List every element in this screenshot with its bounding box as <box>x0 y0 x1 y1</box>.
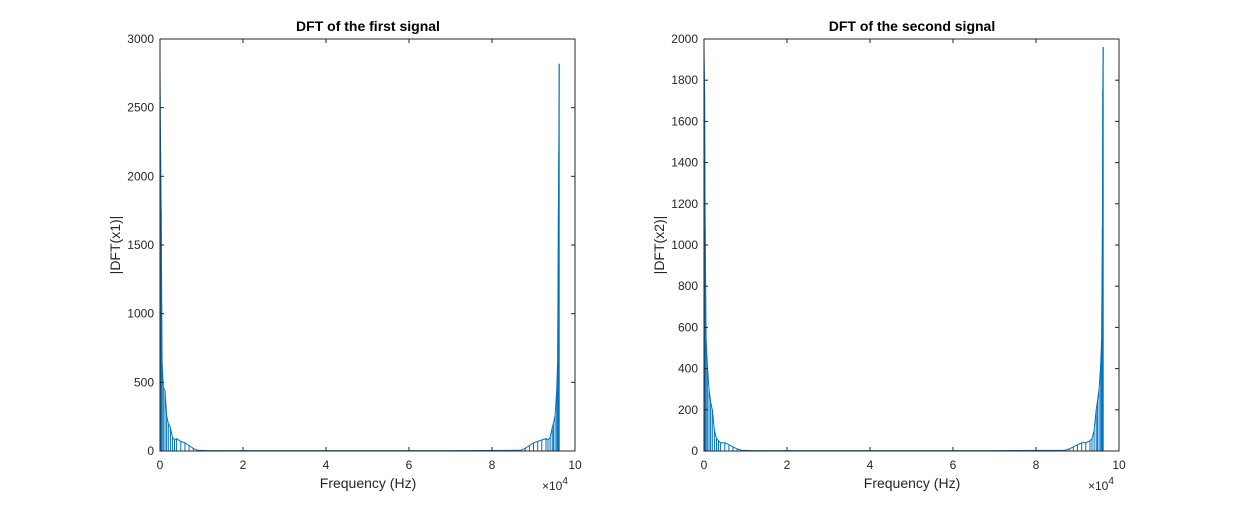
chart-right-y-tick-label: 1400 <box>671 156 698 170</box>
chart-left-y-tick-label: 1500 <box>127 238 154 252</box>
chart-right-y-axis-label: |DFT(x2)| <box>651 216 667 275</box>
chart-right-plot-area <box>704 39 1119 451</box>
chart-left-y-tick-label: 3000 <box>127 32 154 46</box>
chart-left-x-tick-label: 6 <box>406 458 413 472</box>
chart-left-x-exponent: ×104 <box>542 476 568 493</box>
chart-right-x-exponent-power: 4 <box>1108 476 1114 487</box>
chart-right-title: DFT of the second signal <box>829 18 995 34</box>
chart-right-y-tick-label: 1600 <box>671 114 698 128</box>
chart-right-x-tick-label: 10 <box>1112 458 1126 472</box>
chart-left-y-tick-label: 0 <box>147 444 154 458</box>
chart-right-x-exponent-base: ×10 <box>1088 479 1109 493</box>
chart-left-x-tick-label: 4 <box>323 458 330 472</box>
chart-right-x-tick-label: 8 <box>1033 458 1040 472</box>
chart-left-y-tick-label: 500 <box>134 375 154 389</box>
chart-left-x-axis-label: Frequency (Hz) <box>320 475 416 491</box>
chart-right-y-ticks: 0 200 400 600 800 1000 1200 1400 1600 1800 2000 <box>671 32 1119 458</box>
chart-right-y-tick-label: 600 <box>678 320 698 334</box>
chart-right-y-tick-label: 0 <box>691 444 698 458</box>
chart-left-x-tick-label: 2 <box>240 458 247 472</box>
chart-left-title: DFT of the first signal <box>296 18 440 34</box>
chart-left-plot-area <box>160 39 575 451</box>
chart-left-x-exponent-base: ×10 <box>542 479 563 493</box>
chart-right-y-tick-label: 1800 <box>671 73 698 87</box>
chart-left-y-tick-label: 2000 <box>127 169 154 183</box>
chart-right-y-tick-label: 200 <box>678 403 698 417</box>
chart-right-y-tick-label: 800 <box>678 279 698 293</box>
chart-left: DFT of the first signal 0 500 1000 1500 2000… <box>107 18 582 493</box>
chart-right-axes-box <box>703 38 1120 452</box>
chart-left-y-ticks: 0 500 1000 1500 2000 2500 3000 <box>127 32 575 458</box>
chart-left-y-axis-label: |DFT(x1)| <box>107 216 123 275</box>
chart-right-y-tick-label: 2000 <box>671 32 698 46</box>
chart-left-x-tick-label: 0 <box>157 458 164 472</box>
chart-left-x-tick-label: 10 <box>568 458 582 472</box>
chart-right-x-tick-label: 2 <box>784 458 791 472</box>
chart-left-x-exponent-power: 4 <box>562 476 568 487</box>
chart-right-y-tick-label: 400 <box>678 362 698 376</box>
chart-right-y-tick-label: 1200 <box>671 197 698 211</box>
chart-right-x-tick-label: 0 <box>701 458 708 472</box>
chart-right-x-tick-label: 6 <box>950 458 957 472</box>
chart-right-x-ticks: 0 2 4 6 8 10 <box>701 39 1126 472</box>
chart-right-x-tick-label: 4 <box>867 458 874 472</box>
chart-left-x-tick-label: 8 <box>489 458 496 472</box>
chart-right: DFT of the second signal 0 200 400 600 800 10… <box>651 18 1126 493</box>
chart-left-axes-box <box>159 38 576 452</box>
chart-left-y-tick-label: 1000 <box>127 307 154 321</box>
chart-right-y-tick-label: 1000 <box>671 238 698 252</box>
chart-right-x-exponent: ×104 <box>1088 476 1114 493</box>
chart-left-y-tick-label: 2500 <box>127 101 154 115</box>
chart-right-x-axis-label: Frequency (Hz) <box>864 475 960 491</box>
